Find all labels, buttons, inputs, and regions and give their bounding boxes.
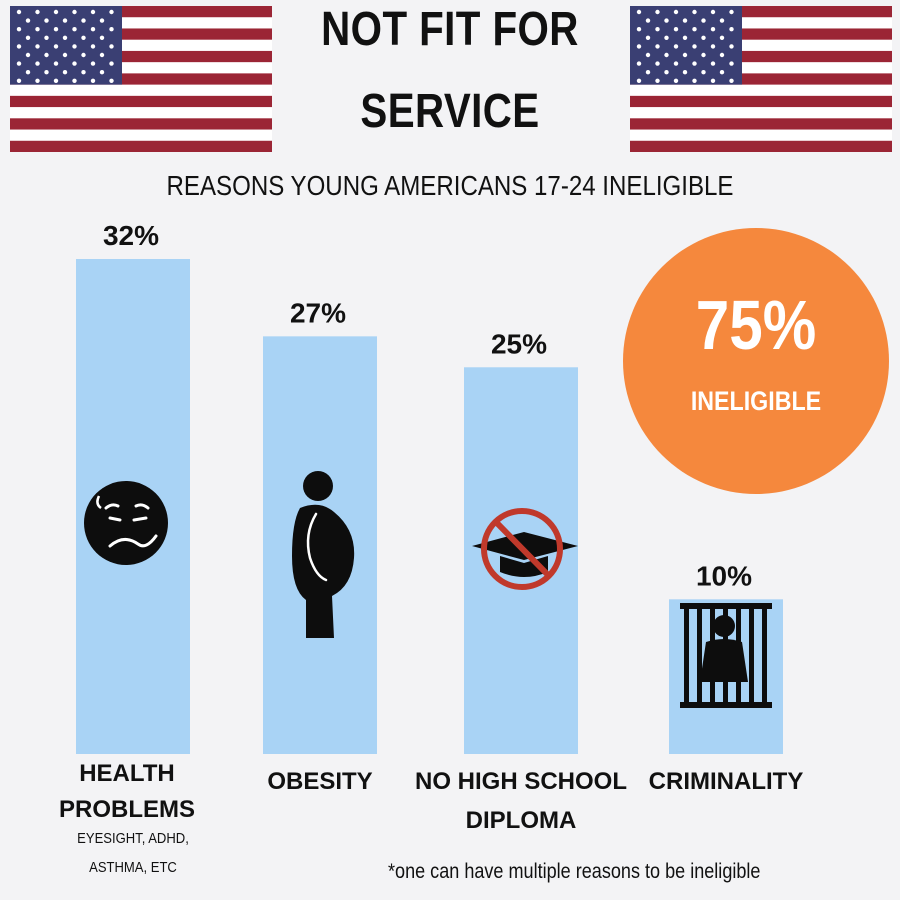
category-label-2-line-1: OBESITY (267, 768, 372, 795)
footnote: *one can have multiple reasons to be ine… (388, 860, 761, 883)
category-label-1-line-2: PROBLEMS (59, 796, 195, 823)
badge-value: 75% (695, 286, 817, 364)
category-label-4-line-1: CRIMINALITY (649, 768, 804, 795)
bar-value-label-3: 25% (491, 328, 547, 359)
category-label-3-line-2: DIPLOMA (466, 807, 577, 834)
health-note-line-1: EYESIGHT, ADHD, (77, 831, 189, 847)
health-note-line-2: ASTHMA, ETC (89, 860, 177, 876)
category-label-1-line-1: HEALTH (79, 760, 175, 787)
bar-value-label-4: 10% (696, 560, 752, 591)
page-title-line-2: SERVICE (360, 85, 540, 138)
bar-value-label-2: 27% (290, 297, 346, 328)
american-flag-icon-left (10, 6, 272, 152)
american-flag-icon-right (630, 6, 892, 152)
category-label-3-line-1: NO HIGH SCHOOL (415, 768, 627, 795)
prisoner-behind-bars-icon (680, 603, 772, 708)
chart-subtitle: REASONS YOUNG AMERICANS 17-24 INELIGIBLE (166, 170, 734, 201)
total-ineligible-badge: 75% INELIGIBLE (623, 228, 889, 494)
sick-face-icon (84, 481, 168, 565)
page-title-line-1: NOT FIT FOR (321, 3, 579, 56)
obese-person-icon (292, 471, 355, 638)
no-graduation-cap-icon (472, 508, 578, 590)
badge-label: INELIGIBLE (690, 386, 822, 416)
bar-value-label-1: 32% (103, 220, 159, 251)
